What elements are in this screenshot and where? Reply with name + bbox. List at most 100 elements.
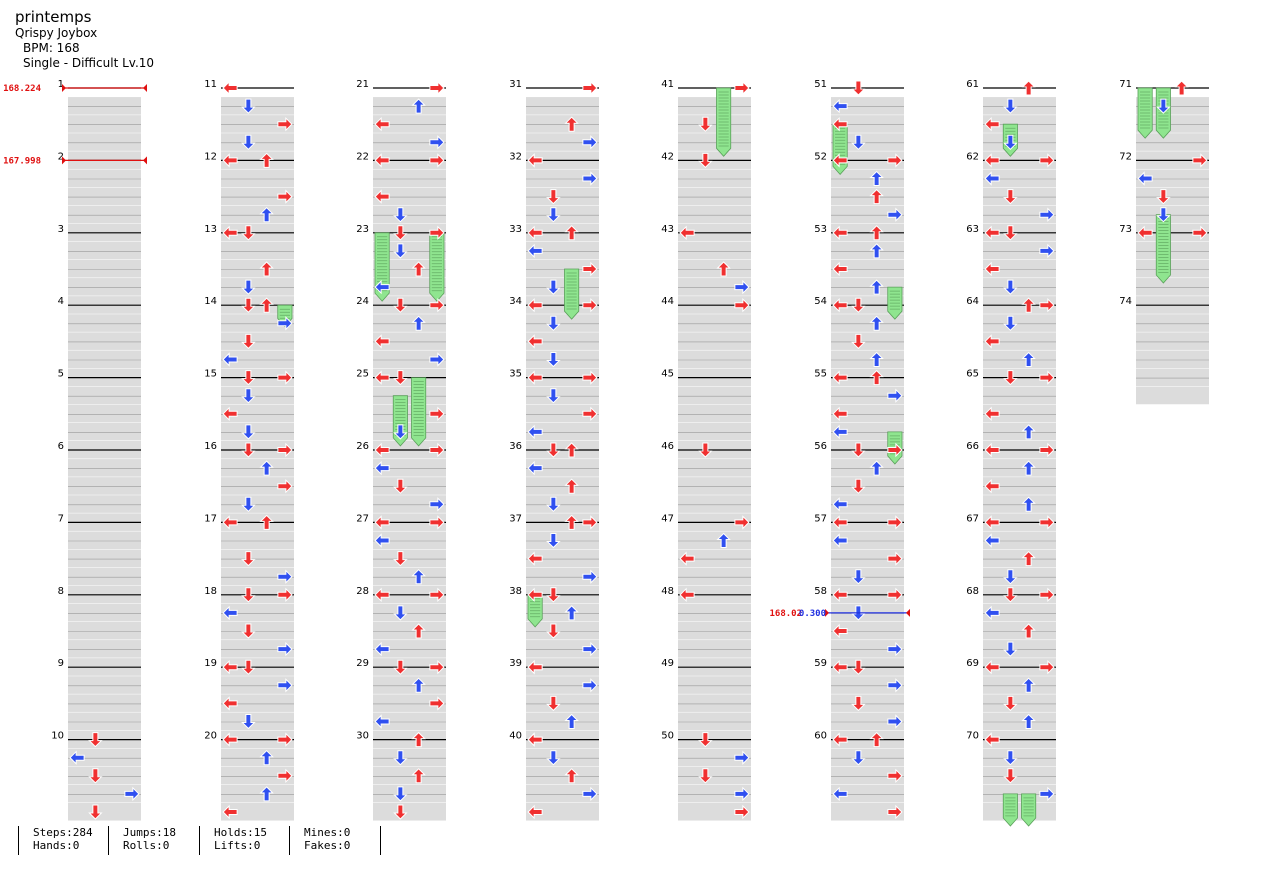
arrow-note xyxy=(582,786,598,802)
arrow-note xyxy=(374,370,390,385)
arrow-note xyxy=(259,152,274,168)
arrow-note xyxy=(374,533,390,548)
lane-stripe xyxy=(526,314,599,332)
arrow-note xyxy=(393,225,408,241)
arrow-shape xyxy=(1003,225,1018,241)
lane-stripe xyxy=(526,766,599,785)
lane-stripe xyxy=(1136,169,1209,188)
lane-stripe xyxy=(983,404,1056,423)
arrow-note xyxy=(527,297,543,313)
lane-stripe xyxy=(373,278,446,296)
arrow-shape xyxy=(546,496,561,513)
arrow-shape xyxy=(429,497,445,512)
lane-stripe xyxy=(526,676,599,694)
arrow-shape xyxy=(259,786,274,802)
lane-stripe xyxy=(526,495,599,513)
arrow-note xyxy=(887,587,903,603)
lane-stripe xyxy=(983,350,1056,369)
lane-stripe xyxy=(221,259,294,278)
lane-stripe xyxy=(831,495,904,513)
arrow-note xyxy=(411,568,426,585)
arrow-note xyxy=(527,225,543,241)
lane-stripe xyxy=(526,640,599,658)
arrow-shape xyxy=(374,587,390,603)
arrow-note xyxy=(411,623,426,639)
arrow-shape xyxy=(429,352,445,367)
arrow-note xyxy=(277,678,293,693)
arrow-note xyxy=(88,732,103,748)
arrow-note xyxy=(429,135,445,150)
lane-stripe xyxy=(678,694,751,712)
song-bpm: BPM: 168 xyxy=(23,41,80,55)
arrow-note xyxy=(222,80,238,96)
arrow-note xyxy=(374,714,390,729)
measure-number: 26 xyxy=(356,441,369,452)
arrow-note xyxy=(374,116,390,132)
lane-stripe xyxy=(221,802,294,821)
arrow-note xyxy=(1039,786,1055,802)
lane-stripe xyxy=(373,422,446,441)
arrow-shape xyxy=(241,659,256,675)
arrow-note xyxy=(429,406,445,422)
lane-stripe xyxy=(68,133,141,151)
lane-stripe xyxy=(221,278,294,296)
arrow-note xyxy=(527,587,543,603)
arrow-shape xyxy=(984,442,1000,458)
lane-stripe xyxy=(373,531,446,550)
lane-stripe xyxy=(983,314,1056,332)
arrow-shape xyxy=(277,116,293,132)
bpm-marker-right xyxy=(143,84,147,92)
arrow-shape xyxy=(374,533,390,548)
arrow-shape xyxy=(832,515,848,530)
lane-stripe xyxy=(831,784,904,803)
arrow-note xyxy=(241,659,256,675)
arrow-shape xyxy=(869,369,884,386)
arrow-note xyxy=(582,171,598,186)
arrow-note xyxy=(832,370,848,385)
arrow-note xyxy=(1003,134,1018,151)
arrow-shape xyxy=(564,442,579,458)
arrow-shape xyxy=(984,732,1000,747)
arrow-shape xyxy=(832,225,848,241)
lane-stripe xyxy=(68,169,141,188)
arrow-shape xyxy=(1039,243,1055,259)
arrow-shape xyxy=(851,478,866,494)
arrow-shape xyxy=(851,569,866,585)
arrow-note xyxy=(374,515,390,530)
arrow-shape xyxy=(851,297,866,313)
lane-stripe xyxy=(68,784,141,803)
lane-stripe xyxy=(373,567,446,586)
arrow-note xyxy=(277,316,293,331)
arrow-note xyxy=(222,696,238,711)
arrow-shape xyxy=(393,243,408,259)
arrow-note xyxy=(241,134,256,151)
arrow-note xyxy=(564,768,579,784)
measure-number: 41 xyxy=(661,79,674,90)
lane-stripe xyxy=(68,259,141,278)
arrow-note xyxy=(393,659,408,675)
arrow-note xyxy=(1021,496,1036,512)
stat-holds: Holds:15 xyxy=(214,826,267,839)
arrow-shape xyxy=(984,225,1000,241)
measure-number: 32 xyxy=(509,151,522,162)
measure-number: 37 xyxy=(509,513,522,524)
arrow-note xyxy=(1021,80,1036,96)
arrow-shape xyxy=(393,370,408,386)
lane-stripe xyxy=(831,314,904,332)
arrow-shape xyxy=(222,605,238,621)
lane-stripe xyxy=(526,712,599,731)
lane-stripe xyxy=(373,241,446,260)
arrow-shape xyxy=(1039,659,1055,675)
arrow-note xyxy=(564,605,579,621)
arrow-shape xyxy=(241,279,256,295)
arrow-shape xyxy=(1039,587,1055,603)
arrow-note xyxy=(1003,315,1018,332)
lane-stripe xyxy=(983,802,1056,821)
lane-stripe xyxy=(221,187,294,206)
lane-stripe xyxy=(1136,332,1209,350)
lane-stripe xyxy=(1136,97,1209,115)
arrow-note xyxy=(429,659,445,675)
lane-stripe xyxy=(373,676,446,694)
lane-stripe xyxy=(1136,115,1209,133)
arrow-note xyxy=(1003,641,1018,657)
